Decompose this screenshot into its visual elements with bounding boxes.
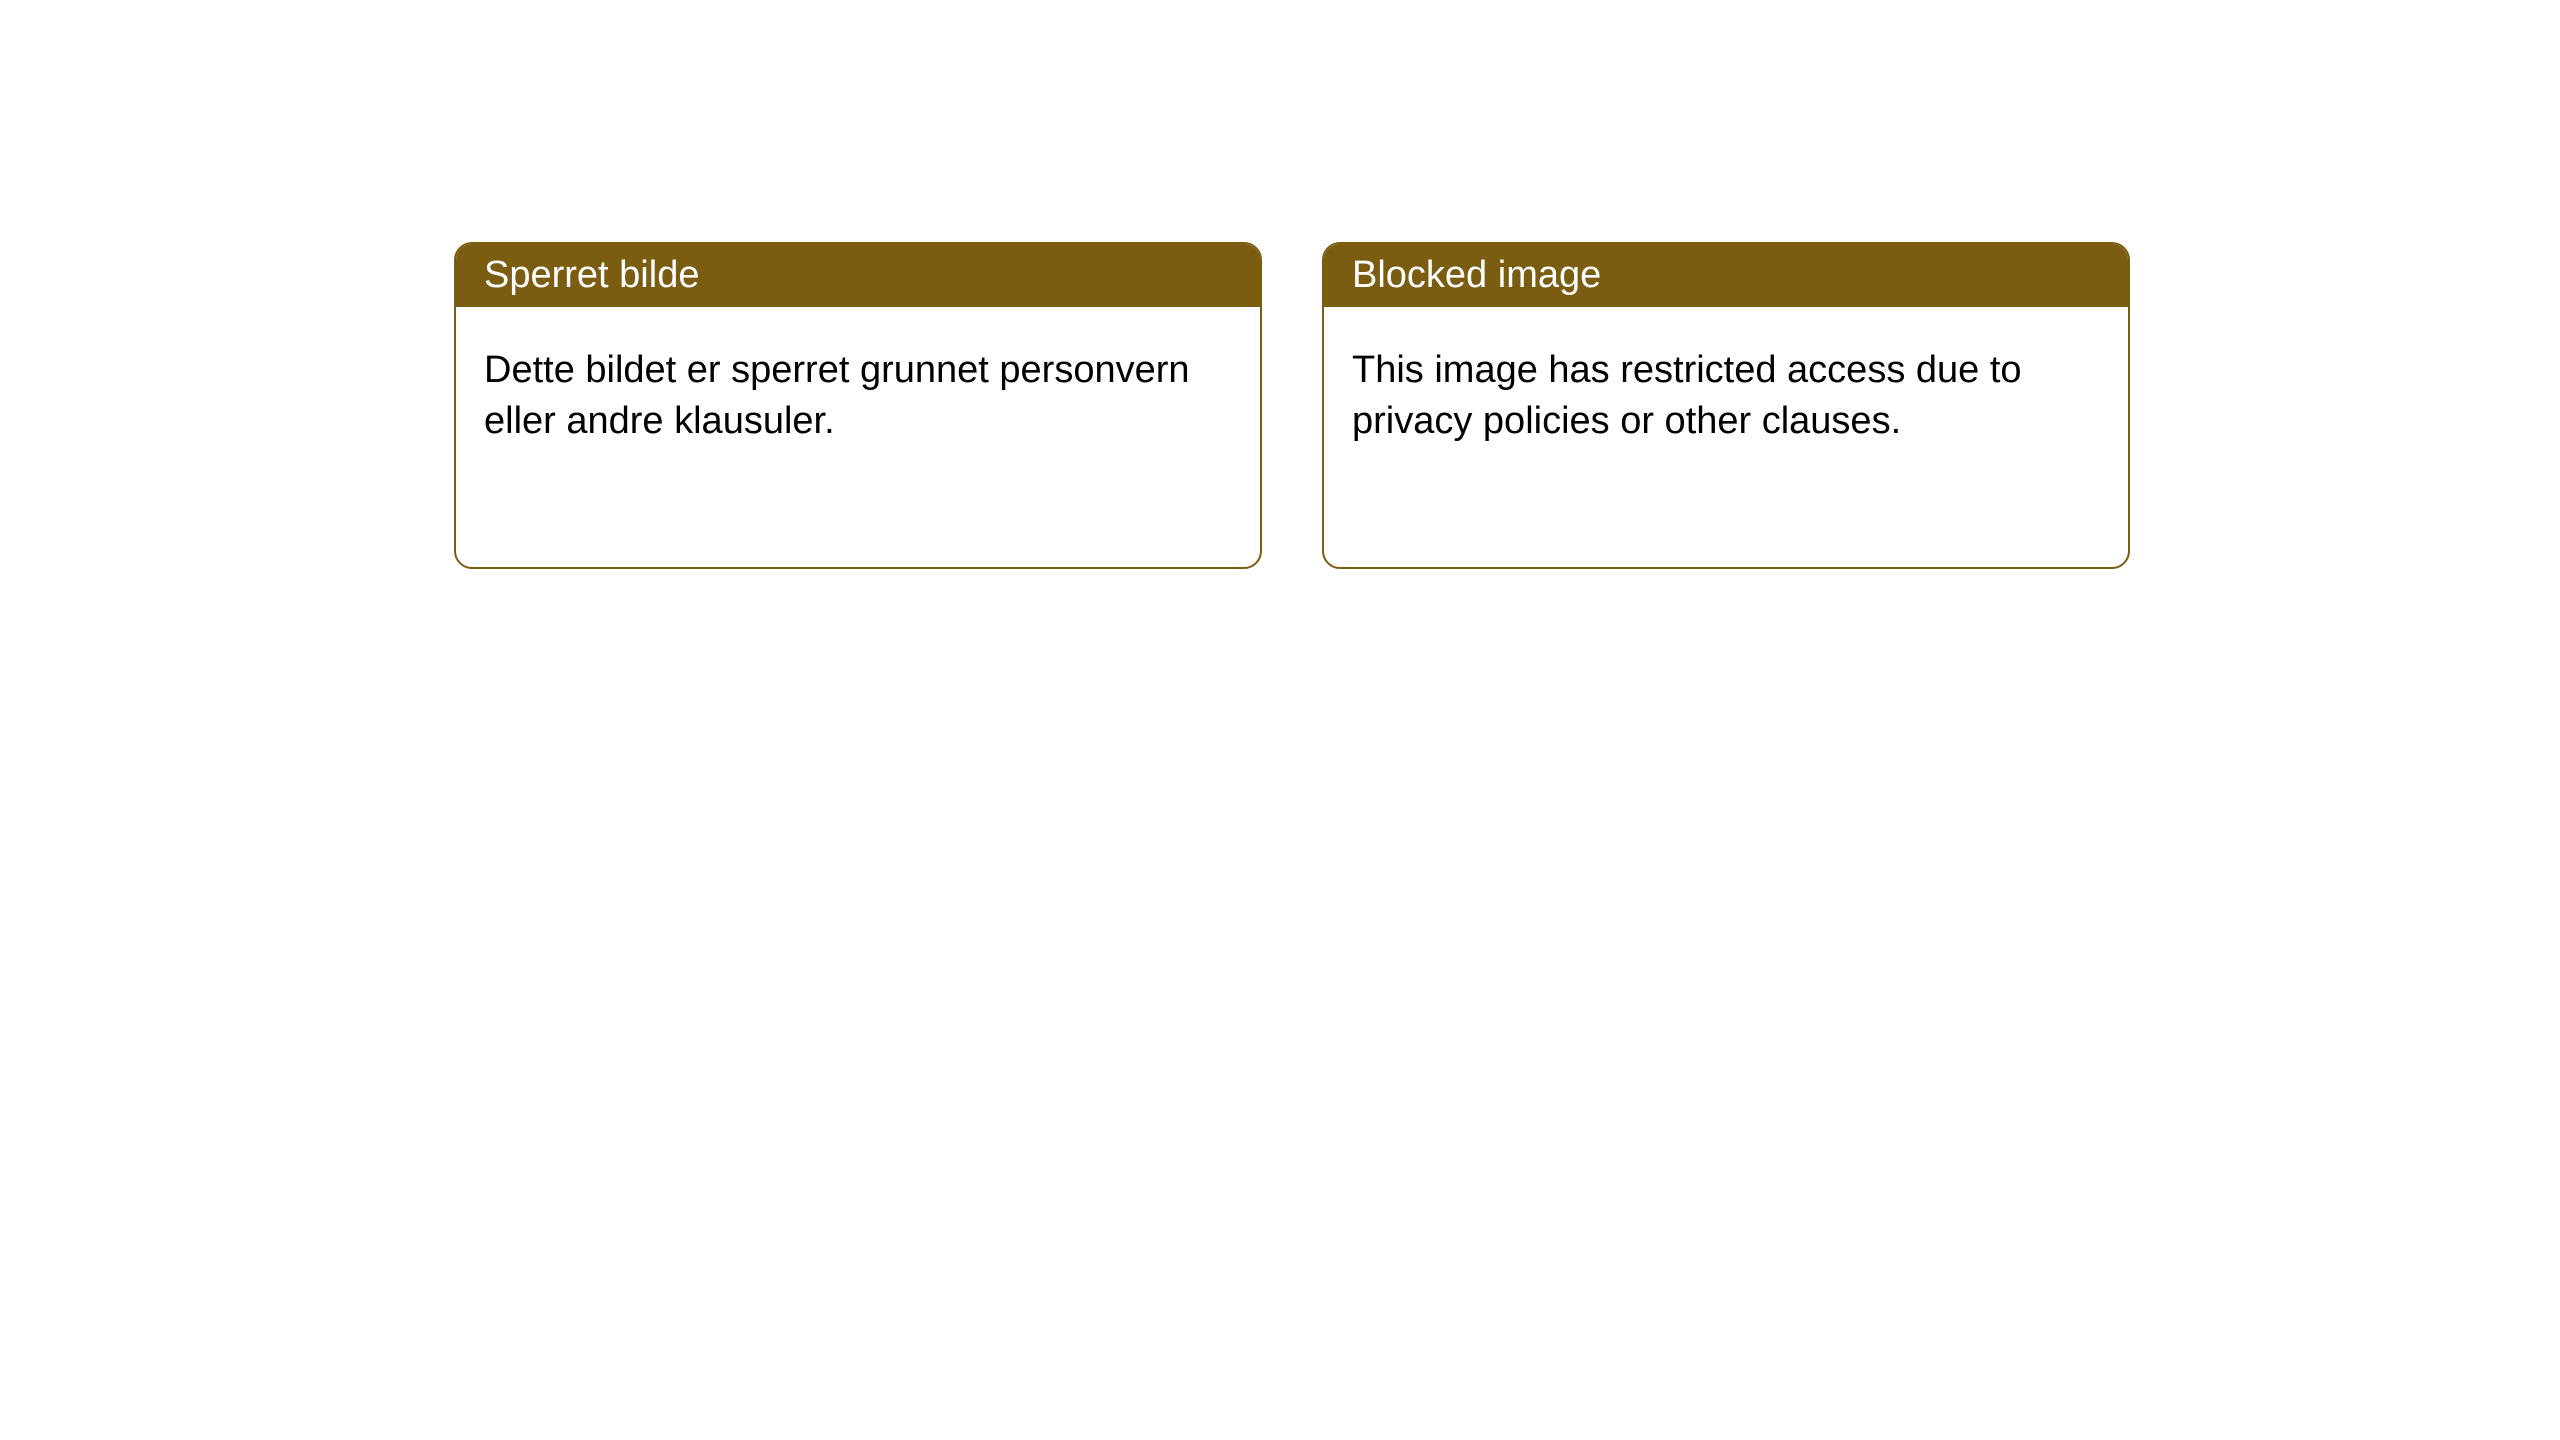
notice-title-norwegian: Sperret bilde: [456, 244, 1260, 307]
notice-title-english: Blocked image: [1324, 244, 2128, 307]
notice-message-english: This image has restricted access due to …: [1324, 307, 2128, 567]
notice-card-english: Blocked image This image has restricted …: [1322, 242, 2130, 569]
notice-message-norwegian: Dette bildet er sperret grunnet personve…: [456, 307, 1260, 567]
notice-card-norwegian: Sperret bilde Dette bildet er sperret gr…: [454, 242, 1262, 569]
notice-container: Sperret bilde Dette bildet er sperret gr…: [0, 0, 2560, 569]
